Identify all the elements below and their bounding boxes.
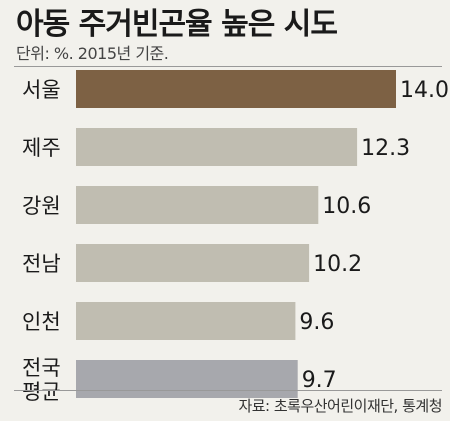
bottom-divider <box>14 390 442 391</box>
bar-0 <box>76 70 396 108</box>
bar-3 <box>76 244 310 282</box>
bar-1 <box>76 128 358 166</box>
source-note: 자료: 초록우산어린이재단, 통계청 <box>238 397 442 415</box>
category-label-3: 전남 <box>22 252 61 276</box>
category-label-2: 강원 <box>22 194 61 218</box>
chart-subtitle: 단위: %. 2015년 기준. <box>16 44 169 63</box>
value-label-4: 9.6 <box>299 310 334 335</box>
value-label-1: 12.3 <box>361 136 410 161</box>
value-label-3: 10.2 <box>313 252 362 277</box>
top-divider <box>14 66 442 67</box>
value-label-0: 14.0 <box>400 78 449 103</box>
bar-4 <box>76 302 296 340</box>
bar-2 <box>76 186 319 224</box>
chart-title: 아동 주거빈곤율 높은 시도 <box>16 7 338 42</box>
category-label-4: 인천 <box>22 310 61 334</box>
category-label-0: 서울 <box>22 78 61 102</box>
value-label-5: 9.7 <box>302 368 337 393</box>
value-label-2: 10.6 <box>322 194 371 219</box>
category-label-5: 전국 평균 <box>22 356 61 404</box>
bar-5 <box>76 360 298 398</box>
category-label-1: 제주 <box>22 136 61 160</box>
